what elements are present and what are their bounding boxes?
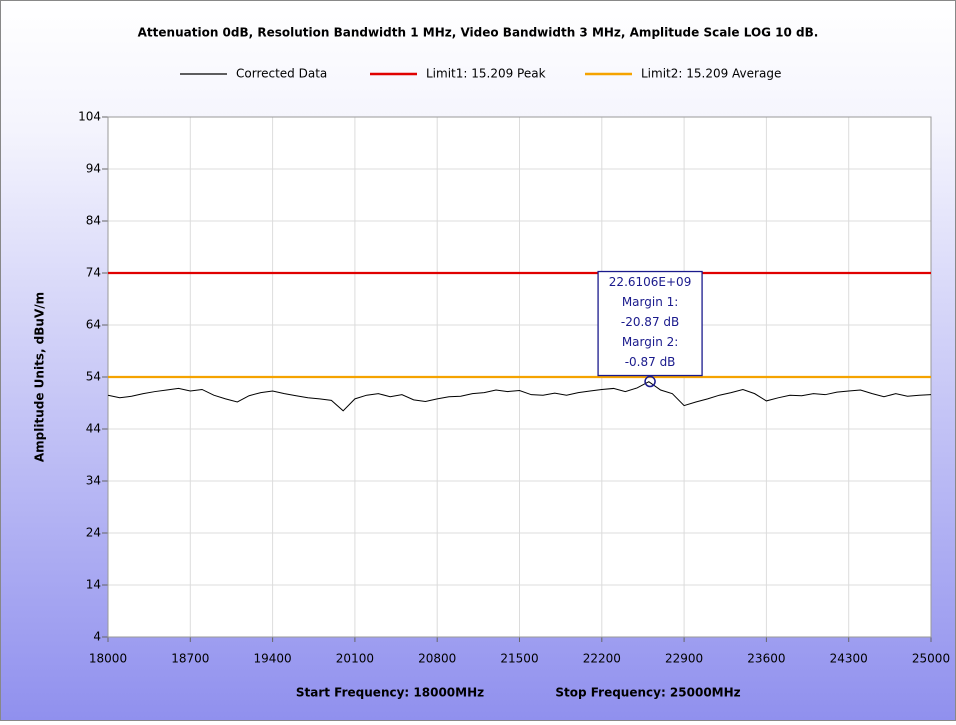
x-tick-label: 20100 bbox=[336, 652, 374, 666]
y-tick-label: 34 bbox=[86, 474, 101, 488]
x-tick-label: 23600 bbox=[747, 652, 785, 666]
x-tick-label: 21500 bbox=[500, 652, 538, 666]
annotation-text: -20.87 dB bbox=[621, 315, 679, 329]
annotation-text: -0.87 dB bbox=[625, 355, 676, 369]
y-tick-label: 64 bbox=[86, 318, 101, 332]
series-line bbox=[107, 381, 932, 412]
annotation-text: Margin 1: bbox=[622, 295, 678, 309]
x-tick-label: 18700 bbox=[171, 652, 209, 666]
chart-title: Attenuation 0dB, Resolution Bandwidth 1 … bbox=[138, 26, 819, 40]
y-tick-label: 4 bbox=[93, 630, 101, 644]
x-tick-label: 22200 bbox=[583, 652, 621, 666]
x-axis-label: Stop Frequency: 25000MHz bbox=[555, 686, 740, 700]
y-tick-label: 104 bbox=[78, 110, 101, 124]
x-tick-label: 20800 bbox=[418, 652, 456, 666]
y-tick-label: 74 bbox=[86, 266, 101, 280]
x-tick-label: 19400 bbox=[254, 652, 292, 666]
y-tick-label: 94 bbox=[86, 162, 101, 176]
y-tick-label: 44 bbox=[86, 422, 101, 436]
marker bbox=[644, 375, 656, 388]
legend-label: Limit1: 15.209 Peak bbox=[426, 67, 546, 81]
annotation-text: 22.6106E+09 bbox=[609, 275, 692, 289]
legend-label: Limit2: 15.209 Average bbox=[641, 67, 781, 81]
y-axis-label: Amplitude Units, dBuV/m bbox=[33, 292, 47, 462]
y-tick-label: 24 bbox=[86, 526, 101, 540]
legend-label: Corrected Data bbox=[236, 67, 327, 81]
y-tick-label: 14 bbox=[86, 578, 101, 592]
x-tick-label: 25000 bbox=[912, 652, 950, 666]
y-tick-label: 54 bbox=[86, 370, 101, 384]
annotation-text: Margin 2: bbox=[622, 335, 678, 349]
x-tick-label: 24300 bbox=[830, 652, 868, 666]
x-axis-label: Start Frequency: 18000MHz bbox=[296, 686, 484, 700]
annotation-box bbox=[597, 270, 703, 377]
x-tick-label: 18000 bbox=[89, 652, 127, 666]
x-tick-label: 22900 bbox=[665, 652, 703, 666]
y-tick-label: 84 bbox=[86, 214, 101, 228]
